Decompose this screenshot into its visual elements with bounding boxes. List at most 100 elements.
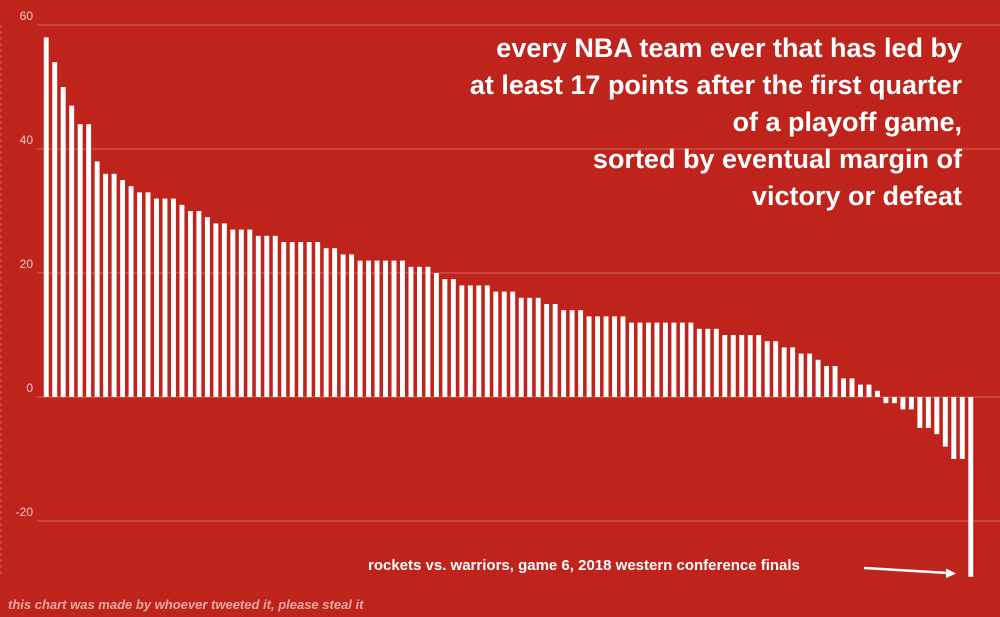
bar: [578, 310, 584, 397]
bar: [323, 248, 329, 397]
bar: [858, 384, 863, 397]
bar: [527, 297, 533, 397]
bar: [518, 297, 524, 397]
bar: [586, 316, 592, 397]
bar: [824, 366, 830, 397]
annotation-arrow: [863, 566, 956, 578]
bar: [510, 291, 516, 397]
bar: [696, 328, 702, 397]
bar: [645, 322, 651, 397]
bar: [86, 124, 92, 397]
bar: [900, 397, 906, 410]
chart-title-line: at least 17 points after the first quart…: [469, 70, 962, 100]
bar: [281, 242, 287, 397]
y-tick-label: 20: [20, 257, 34, 271]
bar: [883, 397, 889, 404]
bar: [128, 186, 134, 397]
bar: [629, 322, 634, 397]
bar: [671, 322, 677, 397]
bar: [111, 173, 117, 397]
bar: [416, 266, 422, 397]
bar: [544, 304, 550, 397]
bar: [60, 87, 66, 397]
bar: [221, 223, 227, 397]
bar: [213, 223, 219, 397]
bar: [255, 235, 261, 397]
bar: [722, 335, 728, 397]
bar: [866, 384, 872, 397]
bar: [662, 322, 668, 397]
chart-title-line: sorted by eventual margin of: [592, 144, 962, 174]
bar: [535, 297, 541, 397]
bar: [459, 285, 465, 397]
bar: [773, 341, 779, 397]
bar: [798, 353, 804, 397]
bar: [925, 397, 931, 428]
chart-title-line: victory or defeat: [751, 181, 962, 211]
bar: [561, 310, 567, 397]
bar: [807, 353, 813, 397]
bar: [476, 285, 482, 397]
bar: [120, 180, 126, 397]
bar: [679, 322, 685, 397]
bar: [654, 322, 660, 397]
bar: [841, 378, 846, 397]
chart-title-line: of a playoff game,: [732, 107, 962, 137]
bar: [103, 173, 109, 397]
y-axis-tick-labels: -20 0 20 40 60: [16, 9, 34, 519]
bar: [832, 366, 838, 397]
bar: [730, 335, 736, 397]
bar: [569, 310, 575, 397]
bar: [484, 285, 490, 397]
annotation-arrow-line: [863, 566, 949, 575]
y-tick-label: 40: [20, 133, 34, 147]
bar: [968, 397, 974, 577]
bar: [959, 397, 965, 459]
bar: [77, 124, 83, 397]
bar: [951, 397, 957, 459]
bar: [781, 347, 787, 397]
bar: [756, 335, 762, 397]
bar: [383, 260, 388, 397]
bar: [501, 291, 507, 397]
bar: [620, 316, 626, 397]
y-tick-label: 0: [26, 381, 33, 395]
bar: [400, 260, 405, 397]
bar: [340, 254, 346, 397]
bar: [442, 279, 448, 397]
bar: [137, 192, 142, 397]
bar: [934, 397, 940, 435]
y-tick-label: -20: [16, 505, 34, 519]
bar: [69, 105, 75, 397]
bar: [942, 397, 948, 447]
bar: [908, 397, 914, 410]
bar: [450, 279, 456, 397]
bar: [374, 260, 380, 397]
bar: [332, 248, 338, 397]
bar: [790, 347, 796, 397]
bar: [688, 322, 694, 397]
bar: [493, 291, 499, 397]
bar: [849, 378, 855, 397]
bar: [425, 266, 431, 397]
bar: [433, 273, 439, 397]
bar: [264, 235, 270, 397]
bar: [747, 335, 753, 397]
bar: [637, 322, 643, 397]
bar: [357, 260, 363, 397]
bar: [238, 229, 244, 397]
bar: [467, 285, 473, 397]
bar: [875, 390, 880, 397]
bar: [408, 266, 414, 397]
bar: [52, 62, 58, 397]
bar: [272, 235, 278, 397]
bar: [298, 242, 304, 397]
bar: [94, 161, 100, 397]
bar: [43, 37, 49, 398]
bar: [306, 242, 312, 397]
bar: [713, 328, 719, 397]
footer-credit: this chart was made by whoever tweeted i…: [8, 597, 364, 612]
bar: [154, 198, 159, 397]
bar: [705, 328, 711, 397]
bar: [171, 198, 176, 397]
